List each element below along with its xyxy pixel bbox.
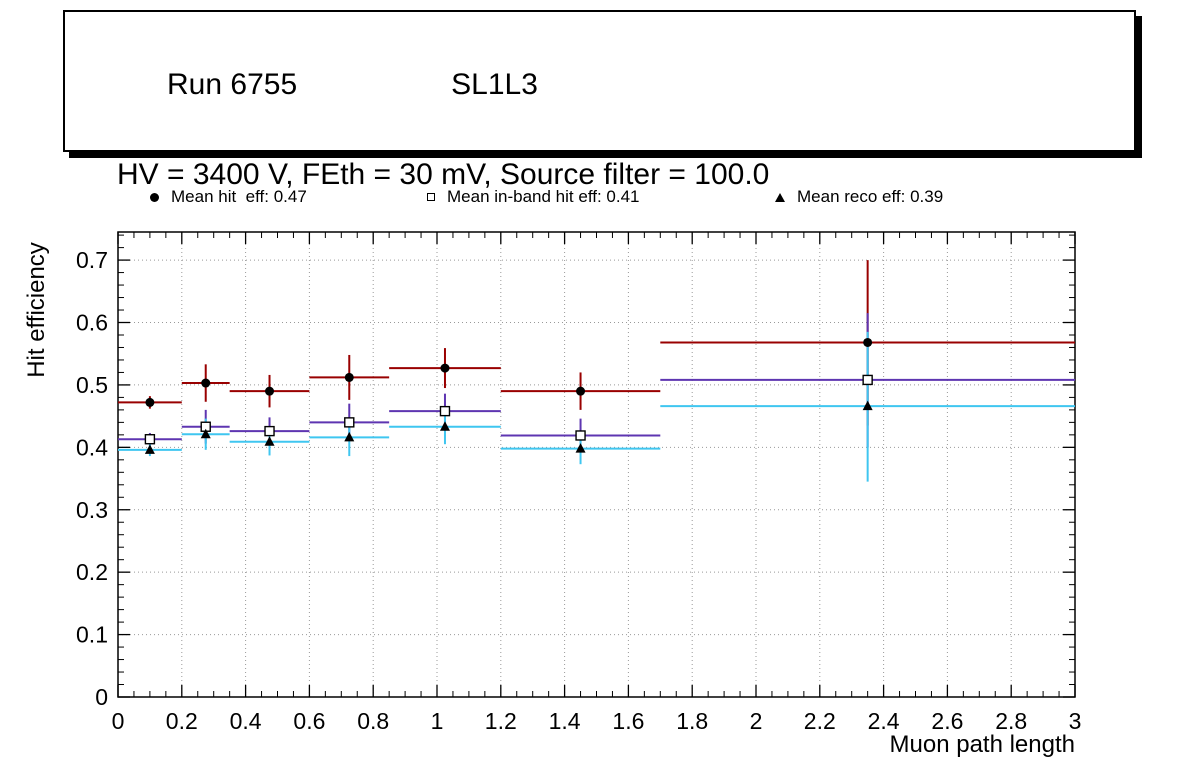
x-tick-label: 0.4	[230, 708, 262, 734]
x-tick-label: 3	[1069, 708, 1082, 734]
plot-frame	[117, 231, 1076, 698]
data-point-circle	[576, 386, 586, 396]
data-point-circle	[265, 386, 275, 396]
x-tick-label: 2.6	[931, 708, 963, 734]
open-square-marker-icon	[427, 193, 435, 201]
x-axis-title: Muon path length	[890, 731, 1075, 758]
filled-triangle-marker-icon	[775, 192, 785, 202]
title-box: Run 6755 SL1L3 HV = 3400 V, FEth = 30 mV,…	[63, 10, 1136, 191]
x-tick-label: 1.8	[676, 708, 708, 734]
x-tick-label: 0.2	[166, 708, 198, 734]
y-axis-title: Hit efficiency	[23, 242, 50, 378]
data-point-circle	[440, 363, 450, 373]
x-tick-label: 2.8	[995, 708, 1027, 734]
x-tick-label: 0	[112, 708, 125, 734]
data-point-square	[344, 417, 355, 428]
x-tick-label: 1.2	[485, 708, 517, 734]
data-point-square	[439, 405, 451, 417]
x-tick-label: 2.4	[868, 708, 900, 734]
data-point-circle	[863, 337, 873, 347]
x-tick-label: 2	[750, 708, 763, 734]
legend-label-mean-hit-eff: Mean hit eff: 0.47	[171, 187, 307, 206]
x-tick-label: 2.2	[804, 708, 836, 734]
data-point-square	[264, 425, 275, 437]
y-tick-label: 0.1	[76, 622, 108, 648]
legend-item-mean-hit-eff: Mean hit eff: 0.47	[150, 182, 307, 212]
legend-label-mean-inband-hit-eff: Mean in-band hit eff: 0.41	[447, 187, 640, 206]
y-tick-label: 0.5	[76, 372, 108, 398]
y-tick-label: 0.4	[76, 434, 108, 460]
run-label: Run 6755	[167, 68, 298, 101]
data-point-triangle	[264, 436, 275, 446]
y-tick-label: 0	[95, 684, 108, 710]
data-point-triangle	[862, 400, 873, 411]
data-point-triangle	[439, 421, 450, 431]
x-tick-label: 1	[431, 708, 444, 734]
x-tick-label: 0.6	[293, 708, 325, 734]
x-tick-label: 1.6	[612, 708, 644, 734]
x-tick-label: 1.4	[549, 708, 581, 734]
data-point-circle	[344, 372, 354, 382]
filled-circle-marker-icon	[150, 192, 159, 202]
legend-item-mean-reco-eff: Mean reco eff: 0.39	[775, 182, 943, 212]
x-tick-label: 0.8	[357, 708, 389, 734]
data-point-triangle	[144, 444, 155, 454]
data-point-circle	[145, 397, 155, 407]
superlayer-label: SL1L3	[451, 68, 538, 101]
y-tick-label: 0.3	[76, 497, 108, 523]
title-line-1: Run 6755 SL1L3	[117, 34, 1134, 136]
y-tick-label: 0.6	[76, 310, 108, 336]
data-point-square	[575, 430, 586, 441]
data-point-triangle	[200, 428, 211, 439]
data-point-triangle	[575, 443, 586, 453]
data-point-square	[144, 434, 156, 445]
data-point-circle	[201, 378, 211, 388]
conditions-label: HV = 3400 V, FEth = 30 mV, Source filter…	[117, 158, 770, 191]
legend-item-mean-inband-hit-eff: Mean in-band hit eff: 0.41	[427, 182, 640, 212]
legend: Mean hit eff: 0.47 Mean in-band hit eff:…	[118, 182, 1075, 212]
y-tick-label: 0.2	[76, 559, 108, 585]
data-point-triangle	[344, 431, 355, 442]
y-tick-label: 0.7	[76, 247, 108, 273]
data-point-square	[862, 374, 873, 386]
legend-label-mean-reco-eff: Mean reco eff: 0.39	[797, 187, 944, 206]
